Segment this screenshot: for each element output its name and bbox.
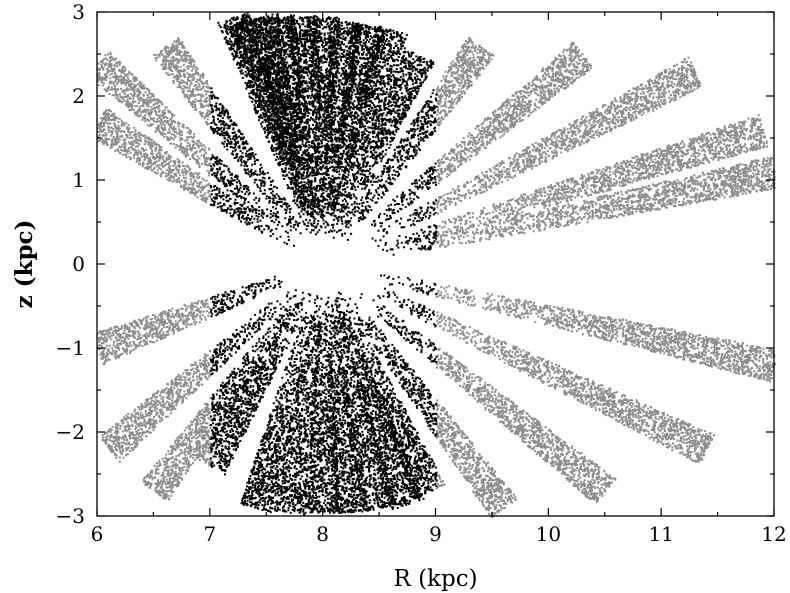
y-tick-label: −3 (56, 504, 85, 528)
x-tick-label: 10 (536, 522, 561, 546)
y-axis-label: z (kpc) (11, 220, 38, 309)
black-star-points (209, 12, 438, 516)
x-tick-label: 7 (203, 522, 216, 546)
axis-ticks (96, 11, 775, 517)
x-tick-label: 12 (761, 522, 786, 546)
x-tick-label: 8 (316, 522, 329, 546)
x-tick-label: 9 (429, 522, 442, 546)
y-tick-label: −2 (56, 420, 85, 444)
y-tick-label: 0 (72, 252, 85, 276)
x-tick-label: 11 (648, 522, 673, 546)
grey-star-points (97, 37, 776, 518)
y-tick-label: −1 (56, 336, 85, 360)
y-tick-label: 1 (72, 168, 85, 192)
x-axis-label: R (kpc) (393, 566, 477, 592)
y-tick-label: 3 (72, 0, 85, 24)
y-tick-label: 2 (72, 84, 85, 108)
x-tick-label: 6 (91, 522, 104, 546)
data-points (97, 12, 776, 518)
